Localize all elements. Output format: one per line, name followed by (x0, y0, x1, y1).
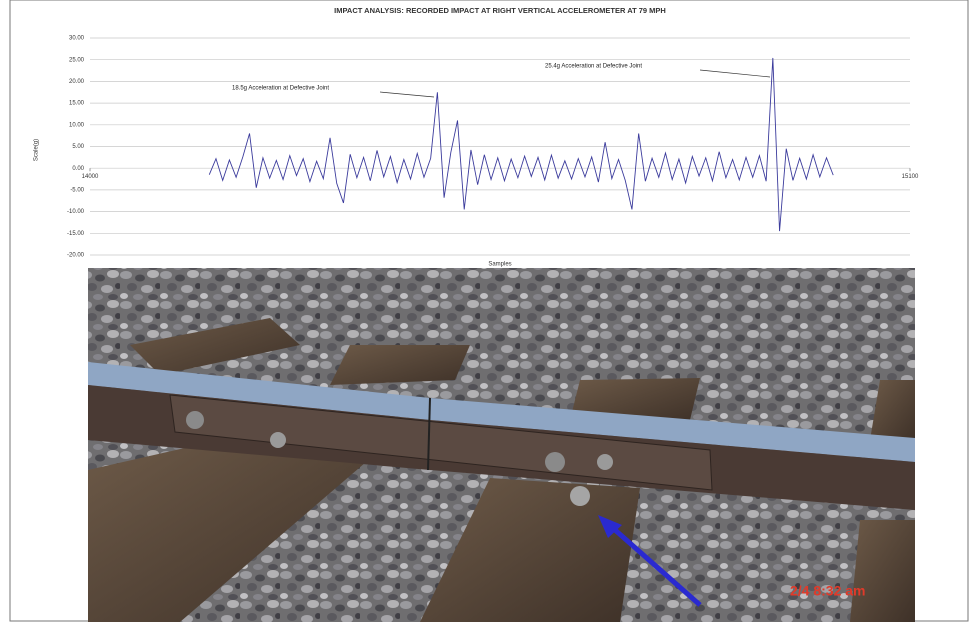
y-tick-label: -20.00 (67, 253, 85, 259)
x-axis-label: Samples (488, 262, 511, 268)
rail-joint (427, 397, 431, 471)
y-tick-label: 15.00 (69, 101, 85, 107)
y-tick-label: -15.00 (67, 231, 85, 237)
tie (420, 478, 640, 622)
y-tick-label: 30.00 (69, 36, 85, 42)
timestamp: 2/4 8:32 am (790, 583, 866, 599)
y-axis-label: Scale(g) (34, 139, 40, 161)
joint-bar (169, 394, 713, 491)
bolt (186, 411, 204, 429)
tie (570, 378, 700, 420)
pointer-arrow-head (598, 515, 622, 538)
tie (88, 440, 380, 622)
annotation-arrow (699, 69, 771, 78)
y-tick-label: 10.00 (69, 122, 85, 128)
chart-title: IMPACT ANALYSIS: RECORDED IMPACT AT RIGH… (334, 6, 666, 15)
y-tick-label: 20.00 (69, 79, 85, 85)
y-tick-label: -10.00 (67, 209, 85, 215)
bolt (270, 432, 286, 448)
x-tick-label: 14000 (82, 174, 99, 180)
annotation-arrow (379, 91, 435, 98)
tie (850, 520, 915, 622)
x-tick-label: 15100 (902, 174, 919, 180)
bolt (597, 454, 613, 470)
bolt (545, 452, 565, 472)
rail-head (88, 362, 915, 462)
annotation: 25.4g Acceleration at Defective Joint (545, 64, 642, 70)
bolt (570, 486, 590, 506)
pointer-arrow (604, 520, 702, 607)
y-tick-label: 0.00 (72, 166, 84, 172)
tie (870, 380, 915, 440)
y-tick-label: 25.00 (69, 57, 85, 63)
tie (330, 345, 470, 385)
series-line (208, 57, 834, 232)
y-tick-label: 5.00 (72, 144, 84, 150)
annotation: 18.5g Acceleration at Defective Joint (232, 86, 329, 92)
y-tick-label: -5.00 (70, 187, 84, 193)
photo: 2/4 8:32 am (88, 268, 915, 622)
tie (130, 318, 300, 375)
